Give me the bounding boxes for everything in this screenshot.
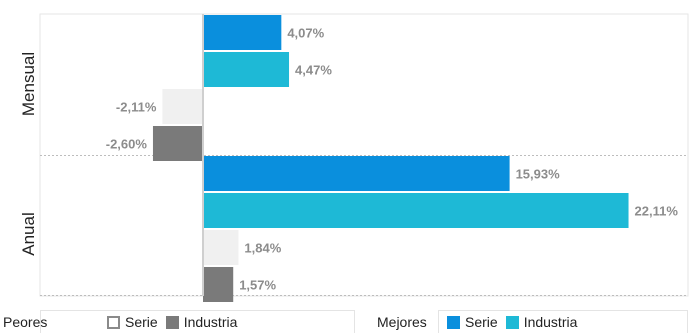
legend-peores-industria-swatch bbox=[165, 315, 179, 329]
group-label-anual: Anual bbox=[19, 212, 38, 255]
data-label-anual-peores-serie: 1,84% bbox=[244, 241, 281, 256]
legend-mejores-serie-label: Serie bbox=[465, 314, 498, 330]
legend-peores: Peores Serie Industria bbox=[3, 310, 355, 333]
data-label-mensual-mejores-industria: 4,47% bbox=[295, 63, 332, 78]
bar-anual-peores-industria bbox=[203, 267, 234, 302]
legend-peores-industria-label: Industria bbox=[183, 314, 238, 330]
bar-anual-mejores-serie bbox=[203, 156, 510, 191]
legend-peores-serie-label: Serie bbox=[125, 314, 158, 330]
bar-mensual-peores-industria bbox=[152, 126, 203, 161]
legend-mejores: Mejores Serie Industria bbox=[377, 310, 688, 333]
bar-mensual-mejores-industria bbox=[203, 52, 290, 87]
legend-mejores-title: Mejores bbox=[377, 314, 427, 330]
bar-chart: 4,07% 4,47% -2,11% -2,60% 15,93% 22,11% 1,84% 1… bbox=[19, 13, 689, 302]
bar-mensual-peores-serie bbox=[162, 89, 203, 124]
data-label-anual-peores-industria: 1,57% bbox=[239, 278, 276, 293]
data-label-mensual-mejores-serie: 4,07% bbox=[287, 26, 324, 41]
legend-mejores-industria-swatch bbox=[505, 315, 519, 329]
legend-mejores-serie-swatch bbox=[447, 315, 460, 329]
bar-anual-mejores-industria bbox=[203, 193, 629, 228]
data-label-anual-mejores-industria: 22,11% bbox=[635, 204, 679, 219]
data-label-anual-mejores-serie: 15,93% bbox=[516, 167, 561, 182]
data-label-mensual-peores-serie: -2,11% bbox=[116, 100, 157, 115]
group-label-mensual: Mensual bbox=[19, 52, 38, 116]
bar-mensual-mejores-serie bbox=[203, 15, 282, 50]
legend-mejores-industria-label: Industria bbox=[523, 314, 578, 330]
data-label-mensual-peores-industria: -2,60% bbox=[106, 137, 148, 152]
legend-peores-serie-swatch bbox=[107, 315, 120, 329]
legend-peores-title: Peores bbox=[3, 314, 48, 330]
bar-anual-peores-serie bbox=[203, 230, 239, 265]
